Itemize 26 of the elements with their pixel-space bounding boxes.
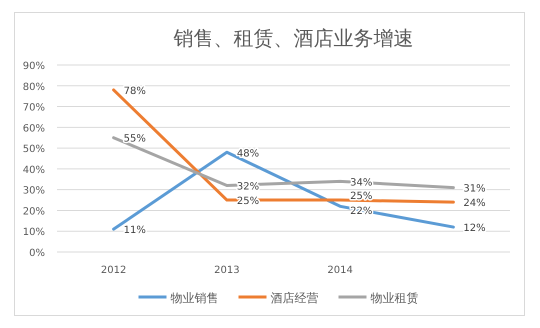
- x-tick-label: 2014: [327, 265, 353, 276]
- y-tick-label: 0%: [29, 248, 45, 259]
- y-tick-label: 80%: [22, 82, 45, 93]
- y-tick-label: 50%: [22, 144, 45, 156]
- data-label: 12%: [463, 223, 486, 234]
- y-tick-label: 10%: [22, 227, 45, 238]
- chart-title: 销售、租赁、酒店业务增速: [172, 28, 414, 50]
- data-label: 32%: [236, 182, 260, 193]
- data-label: 48%: [236, 148, 260, 160]
- data-label: 31%: [463, 184, 486, 195]
- y-tick-label: 30%: [22, 186, 45, 197]
- y-tick-label: 90%: [22, 61, 45, 72]
- legend-label: 物业租赁: [370, 291, 418, 305]
- line-series: [112, 136, 455, 190]
- legend-label: 酒店经营: [270, 291, 318, 305]
- x-tick-label: 2012: [100, 265, 126, 276]
- data-label: 78%: [124, 86, 146, 97]
- y-tick-label: 70%: [22, 102, 45, 114]
- y-tick-label: 20%: [22, 206, 45, 218]
- legend-label: 物业销售: [170, 291, 218, 305]
- data-label: 55%: [124, 134, 146, 145]
- y-tick-label: 60%: [22, 123, 45, 134]
- y-tick-label: 40%: [22, 164, 45, 176]
- data-label: 11%: [124, 225, 146, 236]
- x-tick-label: 2013: [214, 265, 240, 276]
- data-label: 24%: [463, 198, 486, 210]
